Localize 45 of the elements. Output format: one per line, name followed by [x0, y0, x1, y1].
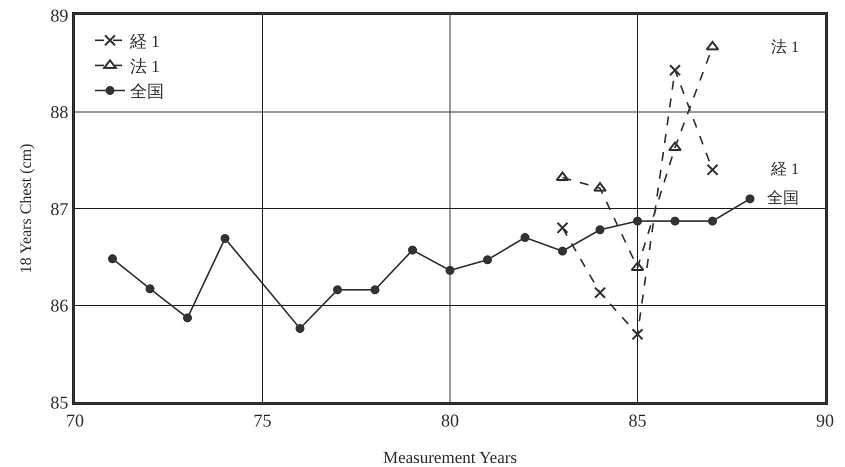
x-tick-label: 90	[816, 410, 834, 431]
text: 全国	[767, 190, 799, 207]
point	[594, 286, 606, 299]
point	[670, 216, 680, 226]
point	[668, 142, 682, 152]
legend-label: 経 1	[129, 32, 160, 51]
x-axis-title: Measurement Years	[382, 448, 518, 467]
x-tick-label: 70	[66, 410, 84, 431]
point	[483, 255, 492, 264]
x-tick-label: 75	[254, 410, 272, 431]
x-tick-label: 85	[628, 410, 646, 431]
point	[220, 234, 230, 243]
y-axis-title: 18 Years Chest (cm)	[18, 144, 35, 274]
y-tick-label: 87	[50, 198, 68, 219]
point	[556, 222, 568, 234]
point	[746, 194, 754, 204]
point	[183, 313, 192, 322]
point	[708, 216, 717, 226]
point	[596, 225, 604, 234]
text: 経 1	[771, 161, 799, 178]
point	[408, 246, 417, 255]
legend-label: 全国	[130, 82, 164, 102]
point	[446, 266, 454, 275]
point	[333, 285, 342, 294]
point	[146, 284, 154, 294]
y-tick-label: 86	[50, 296, 68, 316]
y-tick-label: 89	[50, 5, 68, 26]
point	[632, 328, 644, 340]
point	[558, 246, 567, 256]
x-tick-label: 80	[441, 410, 459, 431]
point	[370, 285, 380, 294]
y-tick-label: 85	[50, 392, 68, 412]
point	[108, 254, 117, 264]
point	[593, 182, 607, 192]
point	[520, 233, 530, 242]
text: 法 1	[771, 39, 799, 56]
point	[669, 64, 681, 76]
point	[706, 164, 718, 176]
point	[706, 40, 720, 50]
point	[556, 172, 570, 182]
legend-label: 法 1	[130, 57, 160, 76]
point	[633, 216, 642, 226]
point	[296, 324, 304, 333]
y-tick-label: 88	[50, 102, 68, 122]
point	[630, 262, 644, 272]
